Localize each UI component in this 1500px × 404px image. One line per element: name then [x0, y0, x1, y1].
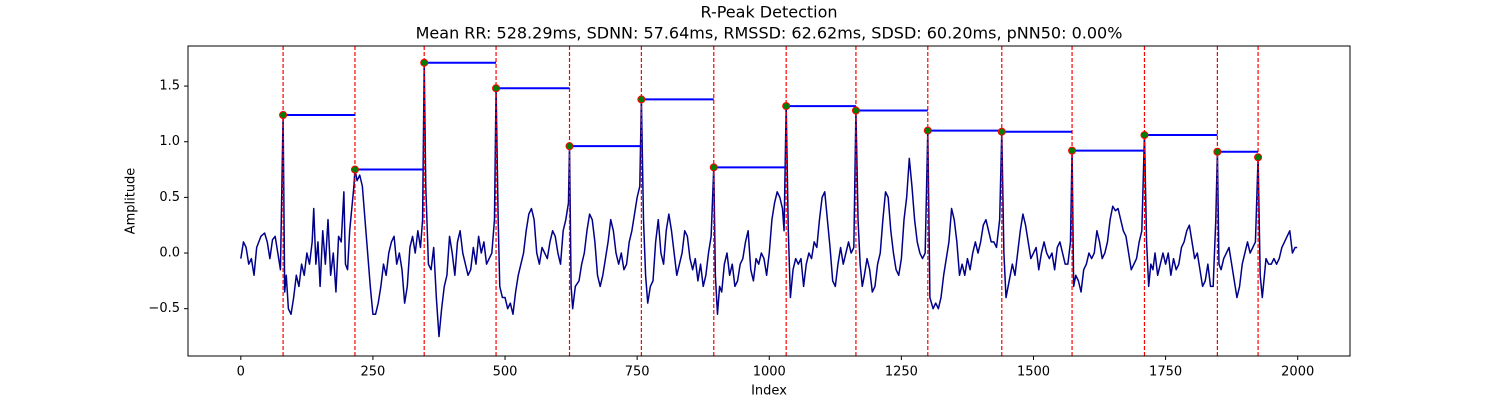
peak-marker — [279, 111, 288, 120]
y-tick-label: 0.5 — [159, 190, 180, 205]
peak-marker — [851, 106, 860, 115]
y-tick-label: 0.0 — [159, 246, 180, 261]
peak-marker — [997, 127, 1006, 136]
x-tick-label: 0 — [237, 365, 245, 380]
peak-marker — [1213, 147, 1222, 156]
y-axis-label: Amplitude — [124, 168, 139, 235]
peak-marker — [420, 58, 429, 67]
signal-line — [240, 61, 1298, 338]
x-axis-label: Index — [751, 384, 787, 399]
x-tick-label: 750 — [625, 365, 650, 380]
x-tick-label: 1250 — [885, 365, 918, 380]
x-tick-label: 1500 — [1017, 365, 1050, 380]
peak-marker — [1254, 153, 1263, 162]
chart-title: R-Peak Detection — [700, 3, 837, 22]
peak-marker — [709, 163, 718, 172]
peak-marker — [923, 126, 932, 135]
peak-marker — [782, 102, 791, 111]
y-tick-label: 1.5 — [159, 79, 180, 94]
x-tick-label: 250 — [361, 365, 386, 380]
peak-marker — [1140, 131, 1149, 140]
peak-marker — [565, 142, 574, 151]
chart-subtitle: Mean RR: 528.29ms, SDNN: 57.64ms, RMSSD:… — [416, 24, 1123, 43]
x-tick-label: 1750 — [1149, 365, 1182, 380]
y-tick-label: 1.0 — [159, 134, 180, 149]
peak-marker — [350, 165, 359, 174]
x-tick-label: 500 — [493, 365, 518, 380]
x-tick-label: 1000 — [753, 365, 786, 380]
peak-marker — [637, 95, 646, 104]
y-tick-label: −0.5 — [148, 301, 180, 316]
x-tick-label: 2000 — [1281, 365, 1314, 380]
peak-marker — [1068, 146, 1077, 155]
peak-marker — [492, 84, 501, 93]
plot-frame — [187, 45, 1351, 357]
